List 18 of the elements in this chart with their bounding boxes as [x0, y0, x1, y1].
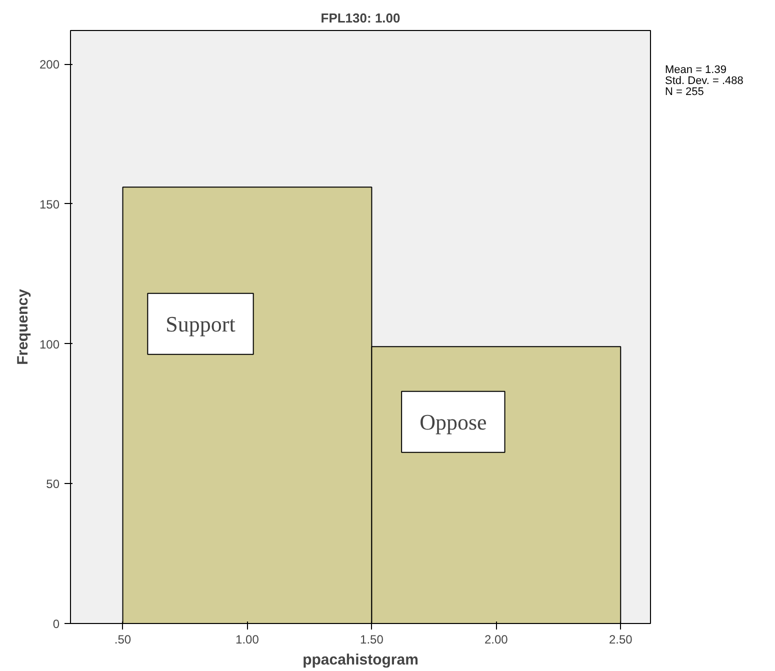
- y-tick-label: 50: [46, 477, 60, 492]
- y-tick-label: 200: [39, 58, 60, 72]
- y-axis-title: Frequency: [14, 288, 32, 365]
- x-tick-label: .50: [114, 632, 132, 646]
- x-axis-title: ppacahistogram: [302, 652, 418, 668]
- chart-title: FPL130: 1.00: [320, 10, 400, 26]
- annotation: Support: [166, 311, 236, 336]
- x-tick-label: 2.00: [484, 632, 508, 646]
- y-tick-label: 150: [39, 197, 60, 212]
- x-tick-label: 1.00: [236, 632, 260, 646]
- annotation: Oppose: [420, 409, 487, 434]
- y-tick-label: 0: [52, 617, 60, 631]
- y-tick-label: 100: [39, 337, 60, 352]
- x-tick-label: 1.50: [360, 632, 384, 646]
- text: Std. Dev. = .488: [665, 75, 744, 87]
- text: Mean = 1.39: [665, 64, 726, 76]
- x-tick-label: 2.50: [608, 632, 633, 646]
- text: N = 255: [665, 86, 704, 98]
